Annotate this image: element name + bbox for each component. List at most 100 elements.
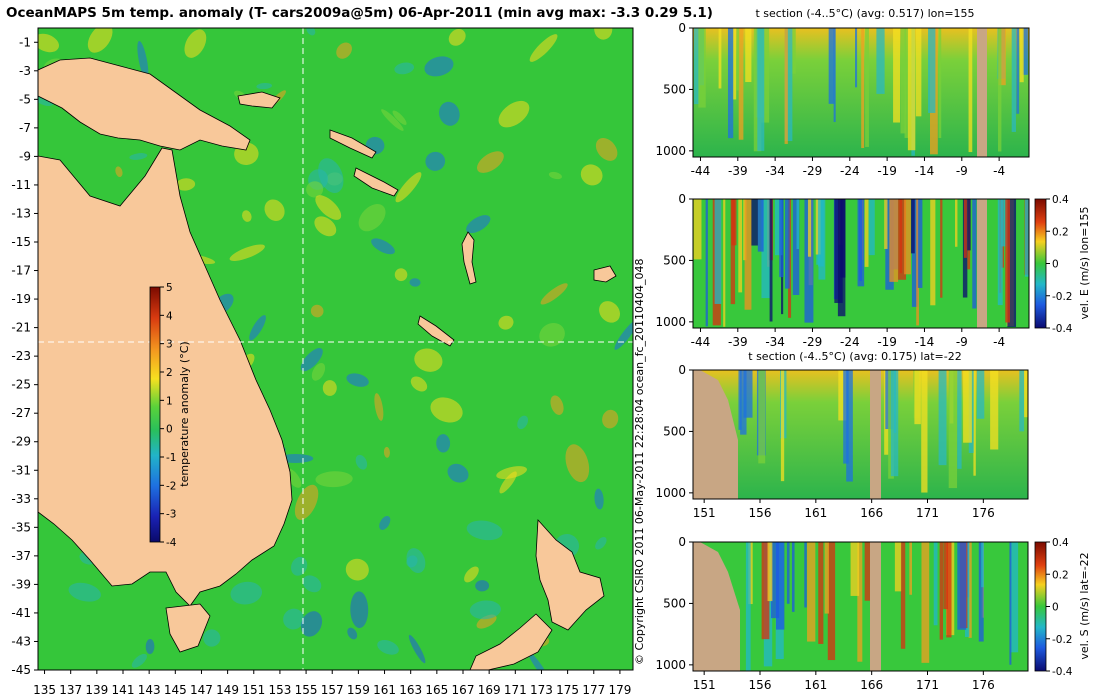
vel-s-section-panel: 151 156 161 166 171 176 0 500 1000 0.4 0.2 0 -0.2 -… [655,535,1091,692]
section-streak [904,28,909,138]
section-streak [743,370,753,418]
anomaly-eddy [447,463,469,483]
section-streak [914,370,921,425]
new-zealand-south [469,613,553,670]
section-streak [910,199,915,254]
vel-e-section-x-tick-label: -14 [915,335,935,349]
section-streak [933,542,938,626]
vel-s-section-x-tick-label: 171 [916,678,939,692]
vel-s-section-gap [870,542,881,671]
section-streak [1007,199,1017,327]
section-streak [1024,370,1028,418]
anomaly-eddy [381,109,404,131]
section-streak [732,28,737,100]
t-section-lon-x-tick-label: -39 [728,164,748,178]
vel-e-section-x-tick-label: -29 [803,335,823,349]
anomaly-eddy [175,178,196,191]
section-streak [843,370,849,464]
t-section-lon-y-tick-label: 500 [663,82,686,96]
anomaly-eddy [540,283,568,305]
t-section-lon-x-tick-label: -24 [840,164,860,178]
section-streak [698,28,706,108]
vel-s-section-x-tick-label: 161 [804,678,827,692]
anomaly-eddy [527,651,550,670]
anomaly-eddy [475,580,490,592]
section-streak [1009,542,1012,665]
section-streak [946,542,952,638]
section-streak [990,370,999,450]
vel-e-section-x-tick-label: -44 [691,335,711,349]
vel-e-section-frame [692,198,1030,329]
section-streak [859,199,862,282]
anomaly-eddy [476,151,504,173]
temperature-colorbar-tick-label: 1 [166,395,173,407]
section-streak [727,28,734,139]
vel-s-colorbar-label: vel. S (m/s) lat=-22 [1078,552,1091,659]
vel-s-section-frame [692,541,1029,672]
map-x-tick-label: 171 [504,683,527,697]
section-streak [861,28,865,149]
anomaly-eddy [38,33,59,53]
map-x-tick-label: 165 [425,683,448,697]
anomaly-eddy [424,56,454,77]
section-streak [736,28,740,91]
section-streak [894,542,902,592]
anomaly-eddy [345,558,369,581]
section-streak [899,199,903,274]
anomaly-eddy [379,515,391,530]
section-streak [890,370,899,477]
vel-e-section-x-tick-label: -9 [956,335,968,349]
map-y-tick-label: -39 [11,577,31,591]
section-streak [930,199,936,306]
section-streak [779,199,784,278]
vel-e-section-stripes [693,199,1029,327]
section-streak [714,199,722,304]
t-section-lon-x-axis: -44 -39 -34 -29 -24 -19 -14 -9 -4 [691,157,1005,178]
new-caledonia [417,315,455,347]
anomaly-eddy [346,373,369,387]
section-streak [957,370,962,469]
t-section-lat-x-tick-label: 151 [693,506,716,520]
tasmania [165,603,211,653]
t-section-lon-x-tick-label: -9 [956,164,968,178]
section-streak [818,199,824,267]
anomaly-eddy [464,566,479,583]
solomons-2 [353,167,399,197]
section-streak [784,28,788,144]
anomaly-eddy [517,415,529,430]
map-x-tick-label: 161 [373,683,396,697]
section-streak [757,28,765,151]
anomaly-eddy [599,301,621,323]
map-y-tick-label: -45 [11,663,31,677]
section-streak [916,199,919,326]
t-section-lon-y-tick-label: 0 [678,21,686,35]
section-streak [761,199,771,299]
t-section-lon-x-tick-label: -19 [877,164,897,178]
temperature-colorbar-label: temperature anomaly (°C) [178,341,191,486]
section-streak [824,542,829,614]
section-streak [911,199,919,307]
section-streak [868,199,875,256]
map-y-tick-label: -5 [19,92,31,106]
vel-s-section-x-tick-label: 166 [860,678,883,692]
vel-s-colorbar-tick-label: 0 [1052,602,1059,614]
temperature-colorbar-tick-label: 5 [166,282,173,294]
map-x-tick-label: 169 [478,683,501,697]
anomaly-eddy [203,629,221,647]
anomaly-eddy [565,444,590,483]
map-frame [37,27,634,671]
anomaly-eddy [539,322,565,347]
temperature-colorbar-tick-label: -2 [166,480,176,492]
section-streak [760,28,770,123]
section-streak [694,28,700,105]
section-streak [968,28,973,153]
vel-e-colorbar-tick-label: 0.2 [1052,226,1069,238]
vel-e-colorbar-ticks: 0.4 0.2 0 -0.2 -0.4 [1046,194,1073,335]
section-streak [838,370,847,421]
vel-e-section-x-tick-label: -24 [840,335,860,349]
temperature-colorbar-ramp [149,286,161,543]
anomaly-eddy [392,110,407,125]
map-x-tick-label: 167 [452,683,475,697]
section-streak [818,542,824,644]
